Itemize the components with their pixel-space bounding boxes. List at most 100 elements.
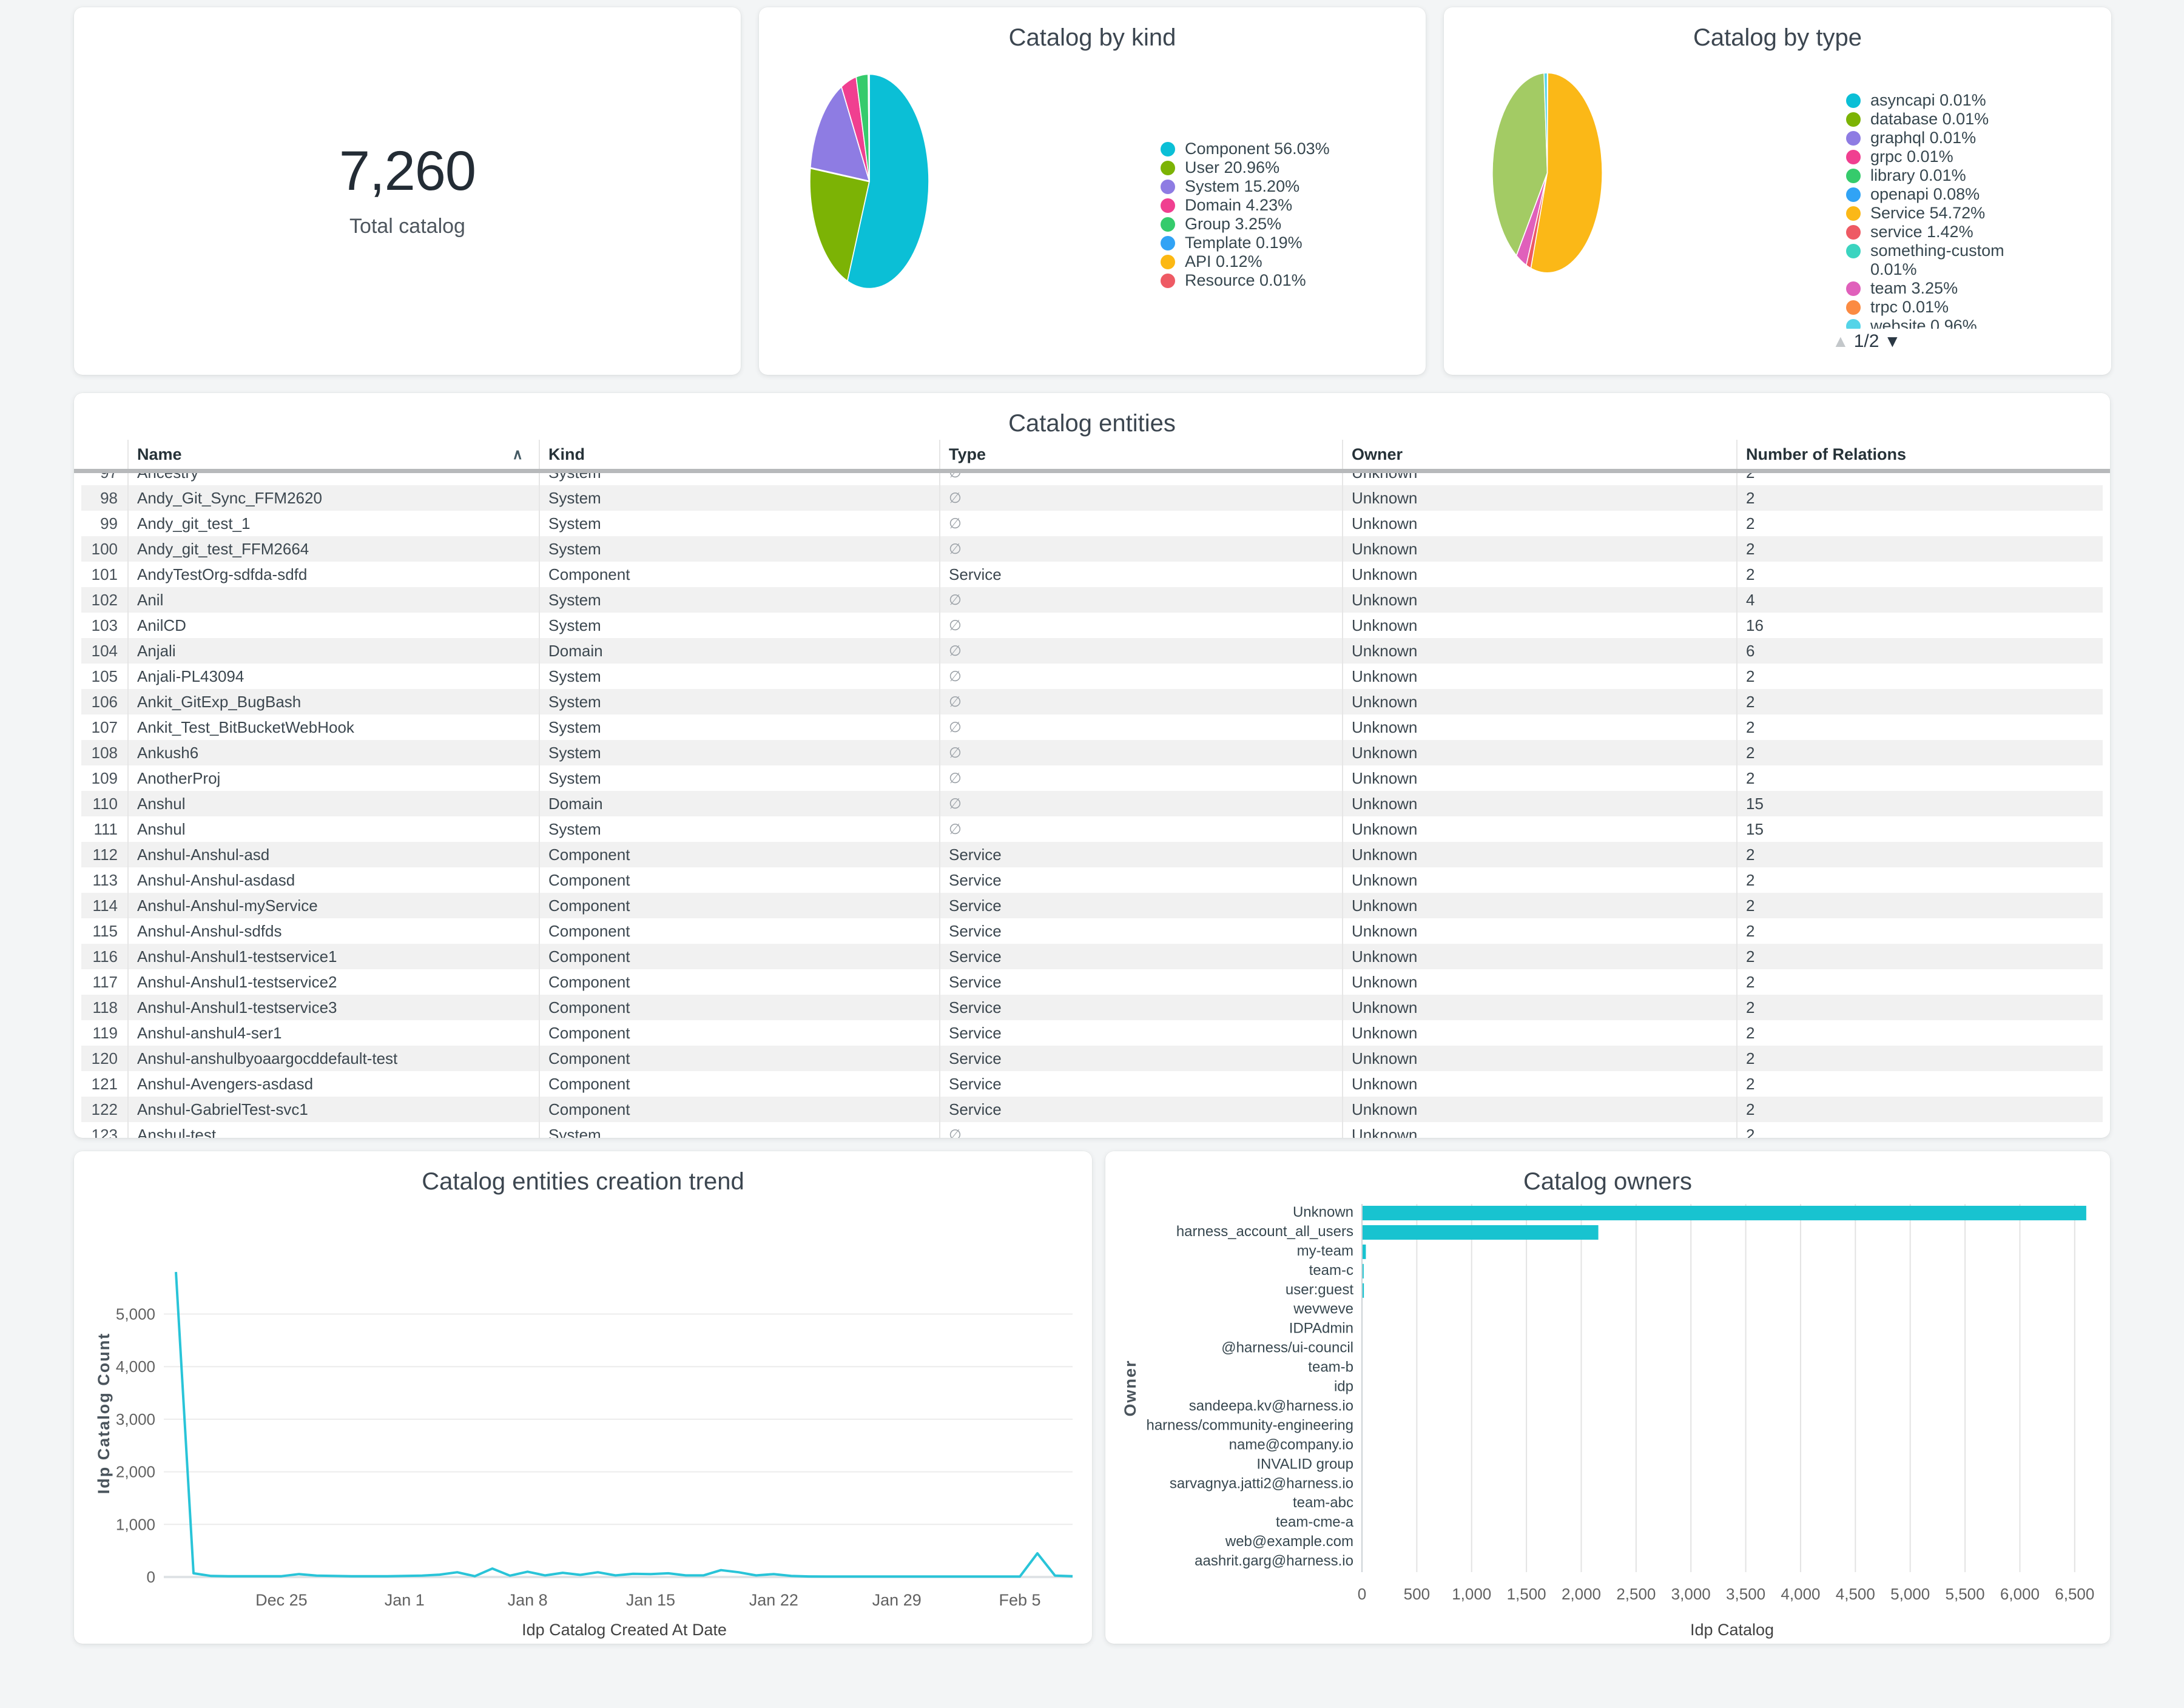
- header-type[interactable]: Type: [939, 440, 1342, 469]
- legend-item-Domain[interactable]: Domain 4.23%: [1161, 196, 1330, 215]
- legend-item-Group[interactable]: Group 3.25%: [1161, 215, 1330, 234]
- cell-owner: Unknown: [1342, 1122, 1736, 1138]
- cell-row-number: 98: [100, 488, 118, 507]
- trend-line: [175, 1271, 1073, 1578]
- legend-item-Component[interactable]: Component 56.03%: [1161, 140, 1330, 158]
- table-row[interactable]: 115 Anshul-Anshul-sdfds Component Service Un…: [81, 918, 2103, 944]
- table-row[interactable]: 109 AnotherProj System ∅ Unknown 2: [81, 765, 2103, 791]
- cell-type: Service: [939, 842, 1342, 867]
- table-row[interactable]: 105 Anjali-PL43094 System ∅ Unknown 2: [81, 664, 2103, 689]
- pie-slice-System: [809, 86, 870, 183]
- legend-dot-icon: [1846, 244, 1861, 258]
- cell-kind: System: [539, 1122, 939, 1138]
- header-kind[interactable]: Kind: [539, 440, 939, 469]
- table-row[interactable]: 122 Anshul-GabrielTest-svc1 Component Servi…: [81, 1097, 2103, 1122]
- table-row[interactable]: 110 Anshul Domain ∅ Unknown 15: [81, 791, 2103, 816]
- legend-item-service[interactable]: service 1.42%: [1846, 223, 2023, 241]
- cell-name: Anshul-Anshul-asdasd: [127, 867, 539, 893]
- legend-item-Template[interactable]: Template 0.19%: [1161, 234, 1330, 252]
- legend-dot-icon: [1846, 169, 1861, 183]
- cell-name: Anil: [127, 587, 539, 613]
- header-number-of-relations[interactable]: Number of Relations: [1736, 440, 2110, 469]
- svg-text:Jan 1: Jan 1: [385, 1591, 425, 1609]
- legend-dot-icon: [1161, 274, 1175, 288]
- table-row[interactable]: 101 AndyTestOrg-sdfda-sdfd Component Servic…: [81, 562, 2103, 587]
- legend-page-down-icon[interactable]: ▼: [1884, 332, 1901, 351]
- legend-item-library[interactable]: library 0.01%: [1846, 166, 2023, 185]
- svg-text:IDPAdmin: IDPAdmin: [1289, 1320, 1353, 1337]
- sort-asc-icon[interactable]: ∧: [512, 446, 523, 463]
- legend-item-graphql[interactable]: graphql 0.01%: [1846, 129, 2023, 147]
- table-row[interactable]: 116 Anshul-Anshul1-testservice1 Component S…: [81, 944, 2103, 969]
- legend-item-System[interactable]: System 15.20%: [1161, 177, 1330, 196]
- table-row[interactable]: 123 Anshul-test System ∅ Unknown 2: [81, 1122, 2103, 1138]
- legend-item-something-custom[interactable]: something-custom 0.01%: [1846, 241, 2023, 279]
- legend-dot-icon: [1846, 150, 1861, 164]
- table-row[interactable]: 99 Andy_git_test_1 System ∅ Unknown 2: [81, 511, 2103, 536]
- legend-item-Service[interactable]: Service 54.72%: [1846, 204, 2023, 223]
- table-row[interactable]: 114 Anshul-Anshul-myService Component Servi…: [81, 893, 2103, 918]
- cell-kind: System: [539, 714, 939, 740]
- svg-text:Jan 29: Jan 29: [872, 1591, 922, 1609]
- legend-page-label: 1/2: [1853, 331, 1879, 351]
- cell-owner: Unknown: [1342, 664, 1736, 689]
- cell-type: ∅: [939, 1122, 1342, 1138]
- legend-label: grpc 0.01%: [1870, 147, 1953, 166]
- table-row[interactable]: 98 Andy_Git_Sync_FFM2620 System ∅ Unknown 2: [81, 485, 2103, 511]
- legend-label: Service 54.72%: [1870, 204, 1986, 222]
- svg-text:Jan 22: Jan 22: [749, 1591, 798, 1609]
- cell-relations: 2: [1736, 867, 2103, 893]
- cell-owner: Unknown: [1342, 714, 1736, 740]
- cell-relations: 2: [1736, 664, 2103, 689]
- svg-text:6,000: 6,000: [2000, 1585, 2040, 1603]
- table-row[interactable]: 118 Anshul-Anshul1-testservice3 Component S…: [81, 995, 2103, 1020]
- svg-text:harness/community-engineering: harness/community-engineering: [1146, 1417, 1353, 1433]
- svg-text:3,500: 3,500: [1726, 1585, 1765, 1603]
- table-row[interactable]: 104 Anjali Domain ∅ Unknown 6: [81, 638, 2103, 664]
- svg-text:0: 0: [1358, 1585, 1366, 1603]
- table-row[interactable]: 102 Anil System ∅ Unknown 4: [81, 587, 2103, 613]
- legend-label: service 1.42%: [1870, 223, 1973, 241]
- legend-item-openapi[interactable]: openapi 0.08%: [1846, 185, 2023, 204]
- cell-owner: Unknown: [1342, 638, 1736, 664]
- table-row[interactable]: 112 Anshul-Anshul-asd Component Service Unkn…: [81, 842, 2103, 867]
- cell-name: Anshul-Avengers-asdasd: [127, 1071, 539, 1097]
- svg-text:4,500: 4,500: [1836, 1585, 1875, 1603]
- legend-item-website[interactable]: website 0.96%: [1846, 317, 2023, 329]
- cell-kind: Component: [539, 867, 939, 893]
- table-row[interactable]: 120 Anshul-anshulbyoaargocddefault-test Co…: [81, 1046, 2103, 1071]
- legend-page-up-icon[interactable]: ▲: [1832, 332, 1849, 351]
- table-scroll-indicator[interactable]: [74, 469, 2110, 473]
- legend-item-asyncapi[interactable]: asyncapi 0.01%: [1846, 91, 2023, 110]
- cell-row-number: 97: [81, 473, 127, 485]
- legend-label: trpc 0.01%: [1870, 298, 1949, 316]
- header-name[interactable]: Name ∧: [127, 440, 539, 469]
- legend-item-User[interactable]: User 20.96%: [1161, 158, 1330, 177]
- catalog-owners-title: Catalog owners: [1523, 1168, 1692, 1195]
- cell-row-number: 121: [91, 1074, 118, 1093]
- table-row[interactable]: 121 Anshul-Avengers-asdasd Component Servic…: [81, 1071, 2103, 1097]
- legend-dot-icon: [1846, 112, 1861, 127]
- legend-item-Resource[interactable]: Resource 0.01%: [1161, 271, 1330, 290]
- table-row[interactable]: 100 Andy_git_test_FFM2664 System ∅ Unknown 2: [81, 536, 2103, 562]
- header-owner[interactable]: Owner: [1342, 440, 1736, 469]
- table-row[interactable]: 103 AnilCD System ∅ Unknown 16: [81, 613, 2103, 638]
- table-row[interactable]: 119 Anshul-anshul4-ser1 Component Service Un…: [81, 1020, 2103, 1046]
- table-row[interactable]: 117 Anshul-Anshul1-testservice2 Component S…: [81, 969, 2103, 995]
- legend-item-trpc[interactable]: trpc 0.01%: [1846, 298, 2023, 317]
- legend-item-team[interactable]: team 3.25%: [1846, 279, 2023, 298]
- legend-item-database[interactable]: database 0.01%: [1846, 110, 2023, 129]
- svg-text:1,500: 1,500: [1507, 1585, 1546, 1603]
- cell-name: AnotherProj: [127, 765, 539, 791]
- cell-name: Andy_Git_Sync_FFM2620: [127, 485, 539, 511]
- legend-item-API[interactable]: API 0.12%: [1161, 252, 1330, 271]
- legend-item-grpc[interactable]: grpc 0.01%: [1846, 147, 2023, 166]
- cell-name: Anshul-Anshul-myService: [127, 893, 539, 918]
- legend-label: something-custom 0.01%: [1870, 241, 2004, 278]
- table-row[interactable]: 113 Anshul-Anshul-asdasd Component Service U…: [81, 867, 2103, 893]
- table-row[interactable]: 111 Anshul System ∅ Unknown 15: [81, 816, 2103, 842]
- table-row[interactable]: 106 Ankit_GitExp_BugBash System ∅ Unknown 2: [81, 689, 2103, 714]
- table-row[interactable]: 107 Ankit_Test_BitBucketWebHook System ∅ Unk…: [81, 714, 2103, 740]
- table-row[interactable]: 108 Ankush6 System ∅ Unknown 2: [81, 740, 2103, 765]
